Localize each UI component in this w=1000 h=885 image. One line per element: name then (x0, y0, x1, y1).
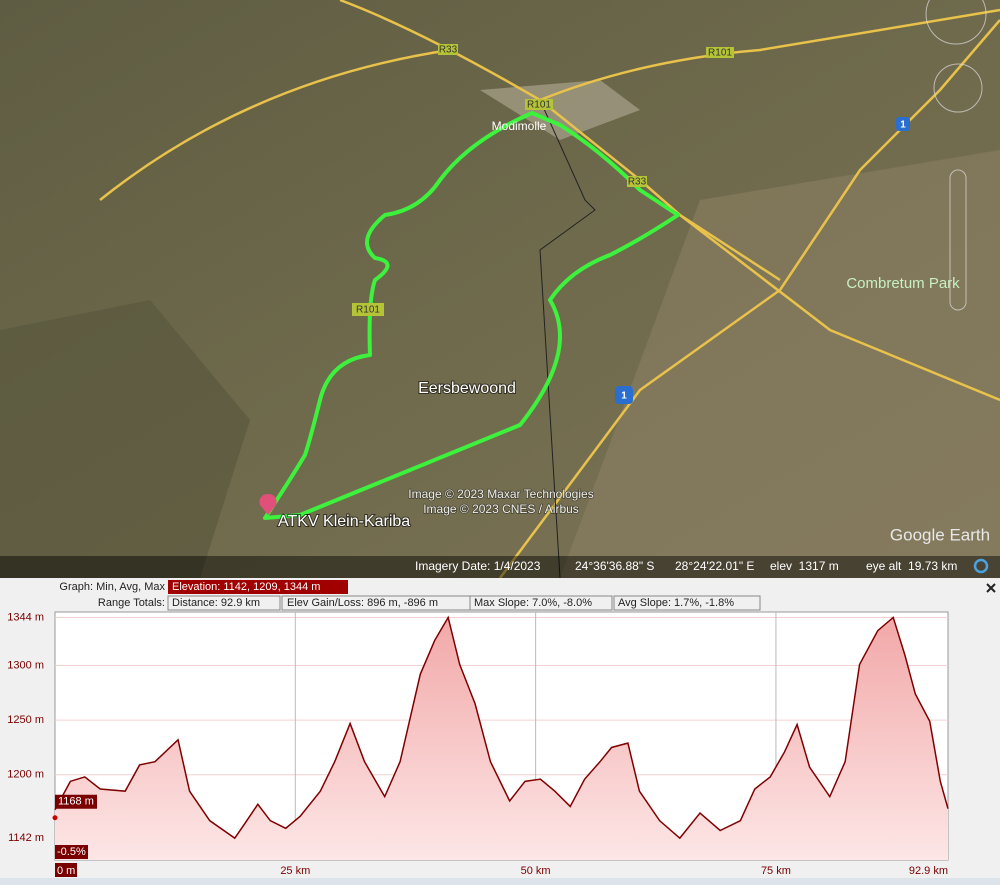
close-button[interactable] (986, 583, 996, 593)
road-shield: R33 (628, 177, 647, 188)
road-shield: R101 (708, 48, 732, 59)
x-tick-label: 92.9 km (909, 865, 948, 877)
cursor-badge (55, 794, 97, 809)
x-tick-label: 25 km (280, 865, 310, 877)
x-tick-label: 75 km (761, 865, 791, 877)
elevation: elev 1317 m (770, 559, 839, 573)
logo: Google Earth (890, 525, 990, 544)
town-label: Modimolle (492, 119, 547, 133)
road-shield: 1 (621, 391, 627, 402)
elevation-summary: Elevation: 1142, 1209, 1344 m (172, 581, 320, 593)
avg-slope: Avg Slope: 1.7%, -1.8% (618, 597, 734, 609)
distance: Distance: 92.9 km (172, 597, 260, 609)
eye-altitude: eye alt 19.73 km (866, 559, 957, 573)
cursor-dot (52, 815, 58, 821)
credit: Image © 2023 Maxar Technologies (408, 487, 593, 501)
road-shield: R101 (527, 100, 551, 111)
imagery-date: Imagery Date: 1/4/2023 (415, 559, 541, 573)
elevation-line (54, 615, 949, 840)
map-view[interactable]: R33 R101 R101 Modimolle R33 R101 1 1 Com… (0, 0, 1000, 579)
placemark-label[interactable]: ATKV Klein-Kariba (277, 512, 411, 531)
x-tick-label: 0 m (57, 865, 75, 877)
y-tick-label: 1300 m (7, 659, 44, 671)
status-bar: Imagery Date: 1/4/2023 24°36'36.88" S 28… (0, 556, 1000, 578)
credit: Image © 2023 CNES / Airbus (423, 502, 579, 516)
place-label: Combretum Park (846, 275, 960, 292)
nav-controls[interactable] (925, 0, 987, 311)
range-label: Range Totals: (98, 597, 165, 609)
x-tick-label: 50 km (521, 865, 551, 877)
latitude: 24°36'36.88" S (575, 559, 654, 573)
y-tick-label: 1344 m (7, 611, 44, 623)
y-tick-label: 1250 m (7, 714, 44, 726)
place-label: Eersbewoond (418, 380, 516, 397)
y-tick-label: 1142 m (8, 832, 44, 844)
road-shield: 1 (900, 120, 906, 131)
status-icon (973, 558, 989, 574)
road-shield: R101 (356, 305, 380, 316)
max-slope: Max Slope: 7.0%, -8.0% (474, 597, 592, 609)
elevation-chart: 1142 m 1200 m 1250 m 1300 m 1344 m 0 m 25 km 50… (7, 611, 949, 877)
area-fill (55, 617, 948, 860)
graph-label: Graph: Min, Avg, Max (59, 581, 165, 593)
gain-loss: Elev Gain/Loss: 896 m, -896 m (287, 597, 438, 609)
x-tick-badge (55, 863, 77, 877)
cursor-slope: -0.5% (57, 846, 86, 858)
cursor-elevation: 1168 m (58, 796, 94, 808)
road-shield: R33 (439, 45, 458, 56)
cursor-badge (55, 845, 88, 859)
longitude: 28°24'22.01" E (675, 559, 754, 573)
y-tick-label: 1200 m (7, 769, 44, 781)
